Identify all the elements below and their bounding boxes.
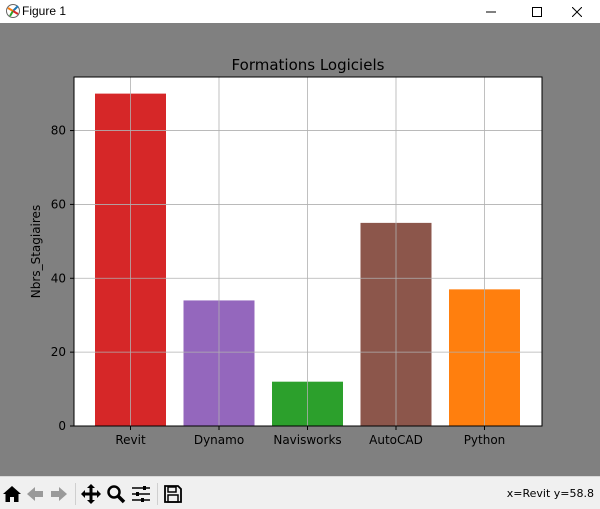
- save-button[interactable]: [162, 483, 184, 505]
- close-button[interactable]: [554, 0, 600, 23]
- configure-subplots-button[interactable]: [130, 483, 152, 505]
- maximize-icon: [532, 6, 542, 17]
- y-tick-label: 20: [51, 345, 66, 359]
- navigation-toolbar: x=Revit y=58.8: [0, 476, 600, 509]
- x-tick-label: Navisworks: [273, 433, 341, 447]
- x-tick-label: Revit: [115, 433, 146, 447]
- maximize-button[interactable]: [514, 0, 560, 23]
- x-tick-label: Dynamo: [194, 433, 244, 447]
- bar-chart: Formations Logiciels Revit Dynamo Naviswor…: [29, 56, 543, 447]
- home-button[interactable]: [1, 483, 23, 505]
- configure-subplots-icon: [132, 486, 150, 502]
- minimize-button[interactable]: [468, 0, 514, 23]
- forward-arrow-icon: [51, 487, 67, 501]
- zoom-icon: [107, 485, 126, 504]
- x-tick-label: AutoCAD: [369, 433, 423, 447]
- back-button[interactable]: [24, 483, 46, 505]
- y-tick-label: 80: [51, 124, 66, 138]
- y-tick-label: 60: [51, 197, 66, 211]
- toolbar-separator: [75, 483, 76, 505]
- y-tick-label: 0: [58, 419, 66, 433]
- y-tick-label: 40: [51, 271, 66, 285]
- x-tick-label: Python: [464, 433, 506, 447]
- figure-canvas[interactable]: Formations Logiciels Revit Dynamo Naviswor…: [0, 23, 600, 476]
- axis-ticks: Revit Dynamo Navisworks AutoCAD Python 0 20 40 6…: [51, 124, 506, 447]
- matplotlib-app-icon: [5, 3, 21, 19]
- home-icon: [3, 486, 21, 502]
- window-title: Figure 1: [22, 4, 67, 18]
- cursor-coordinates: x=Revit y=58.8: [506, 487, 594, 500]
- pan-button[interactable]: [80, 483, 102, 505]
- window-titlebar: Figure 1: [0, 0, 600, 23]
- pan-icon: [81, 484, 101, 504]
- chart-title: Formations Logiciels: [232, 56, 385, 74]
- minimize-icon: [486, 11, 496, 12]
- save-icon: [164, 485, 182, 503]
- toolbar-separator: [157, 483, 158, 505]
- back-arrow-icon: [27, 487, 43, 501]
- close-icon: [572, 6, 582, 17]
- zoom-button[interactable]: [105, 483, 127, 505]
- y-axis-label: Nbrs_Stagiaires: [29, 205, 43, 298]
- forward-button[interactable]: [48, 483, 70, 505]
